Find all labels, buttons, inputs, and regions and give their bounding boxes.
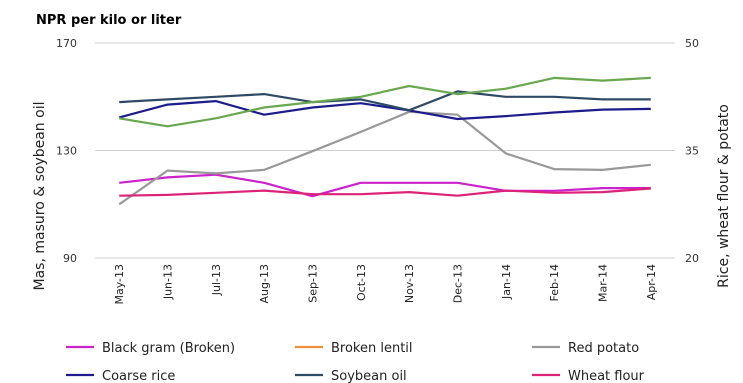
legend-label: Black gram (Broken) [102, 341, 235, 356]
series-line-unlabeled-6 [119, 76, 651, 128]
y-right-tick-label: 50 [685, 37, 699, 50]
legend-label: Red potato [568, 341, 639, 356]
legend-item: Coarse rice [66, 369, 175, 383]
x-tick-label: Nov-13 [403, 264, 416, 303]
legend-item: Black gram (Broken) [66, 341, 235, 356]
legend-item: Broken lentil [295, 341, 413, 356]
series-line-wheat-flour [119, 187, 651, 197]
legend-label: Broken lentil [331, 341, 413, 356]
x-tick-label: Apr-14 [645, 264, 658, 300]
y-right-axis-title: Rice, wheat flour & potato [716, 104, 732, 288]
x-tick-label: Oct-13 [355, 264, 368, 301]
x-tick-label: Jul-13 [210, 264, 223, 296]
x-tick-label: May-13 [113, 264, 126, 305]
series-lines [118, 76, 651, 206]
x-tick-label: Sep-13 [307, 264, 320, 303]
series-line-black-gram-broken [119, 173, 651, 198]
series-line-red-potato [118, 110, 651, 206]
y-left-ticks: 170 130 90 [56, 37, 77, 265]
legend-label: Coarse rice [102, 369, 175, 383]
x-tick-label: Jun-13 [162, 264, 175, 300]
legend-label: Soybean oil [331, 369, 407, 383]
legend-label: Wheat flour [568, 369, 645, 383]
x-tick-label: Feb-14 [548, 264, 561, 301]
gridlines [95, 42, 675, 259]
x-tick-label: Jan-14 [500, 264, 513, 300]
y-right-ticks: 50 35 20 [685, 37, 699, 265]
y-left-tick-label: 170 [56, 37, 77, 50]
legend-item: Soybean oil [295, 369, 407, 383]
x-tick-label: Aug-13 [258, 264, 271, 303]
y-left-tick-label: 130 [56, 145, 77, 158]
y-right-tick-label: 20 [685, 252, 699, 265]
series-line-soybean-oil [119, 90, 651, 112]
legend: Black gram (Broken) Broken lentil Red pota… [66, 341, 645, 383]
x-tick-label: Mar-14 [597, 264, 610, 302]
x-tick-label: Dec-13 [452, 264, 465, 303]
y-left-tick-label: 90 [63, 252, 77, 265]
series-line-coarse-rice [118, 99, 651, 121]
y-right-tick-label: 35 [685, 145, 699, 158]
x-axis-ticks: May-13 Jun-13 Jul-13 Aug-13 Sep-13 Oct-13 Nov-… [113, 264, 658, 305]
legend-item: Wheat flour [532, 369, 645, 383]
legend-item: Red potato [532, 341, 639, 356]
y-left-axis-title: Mas, masuro & soybean oil [32, 102, 48, 291]
chart-title: NPR per kilo or liter [36, 13, 182, 28]
